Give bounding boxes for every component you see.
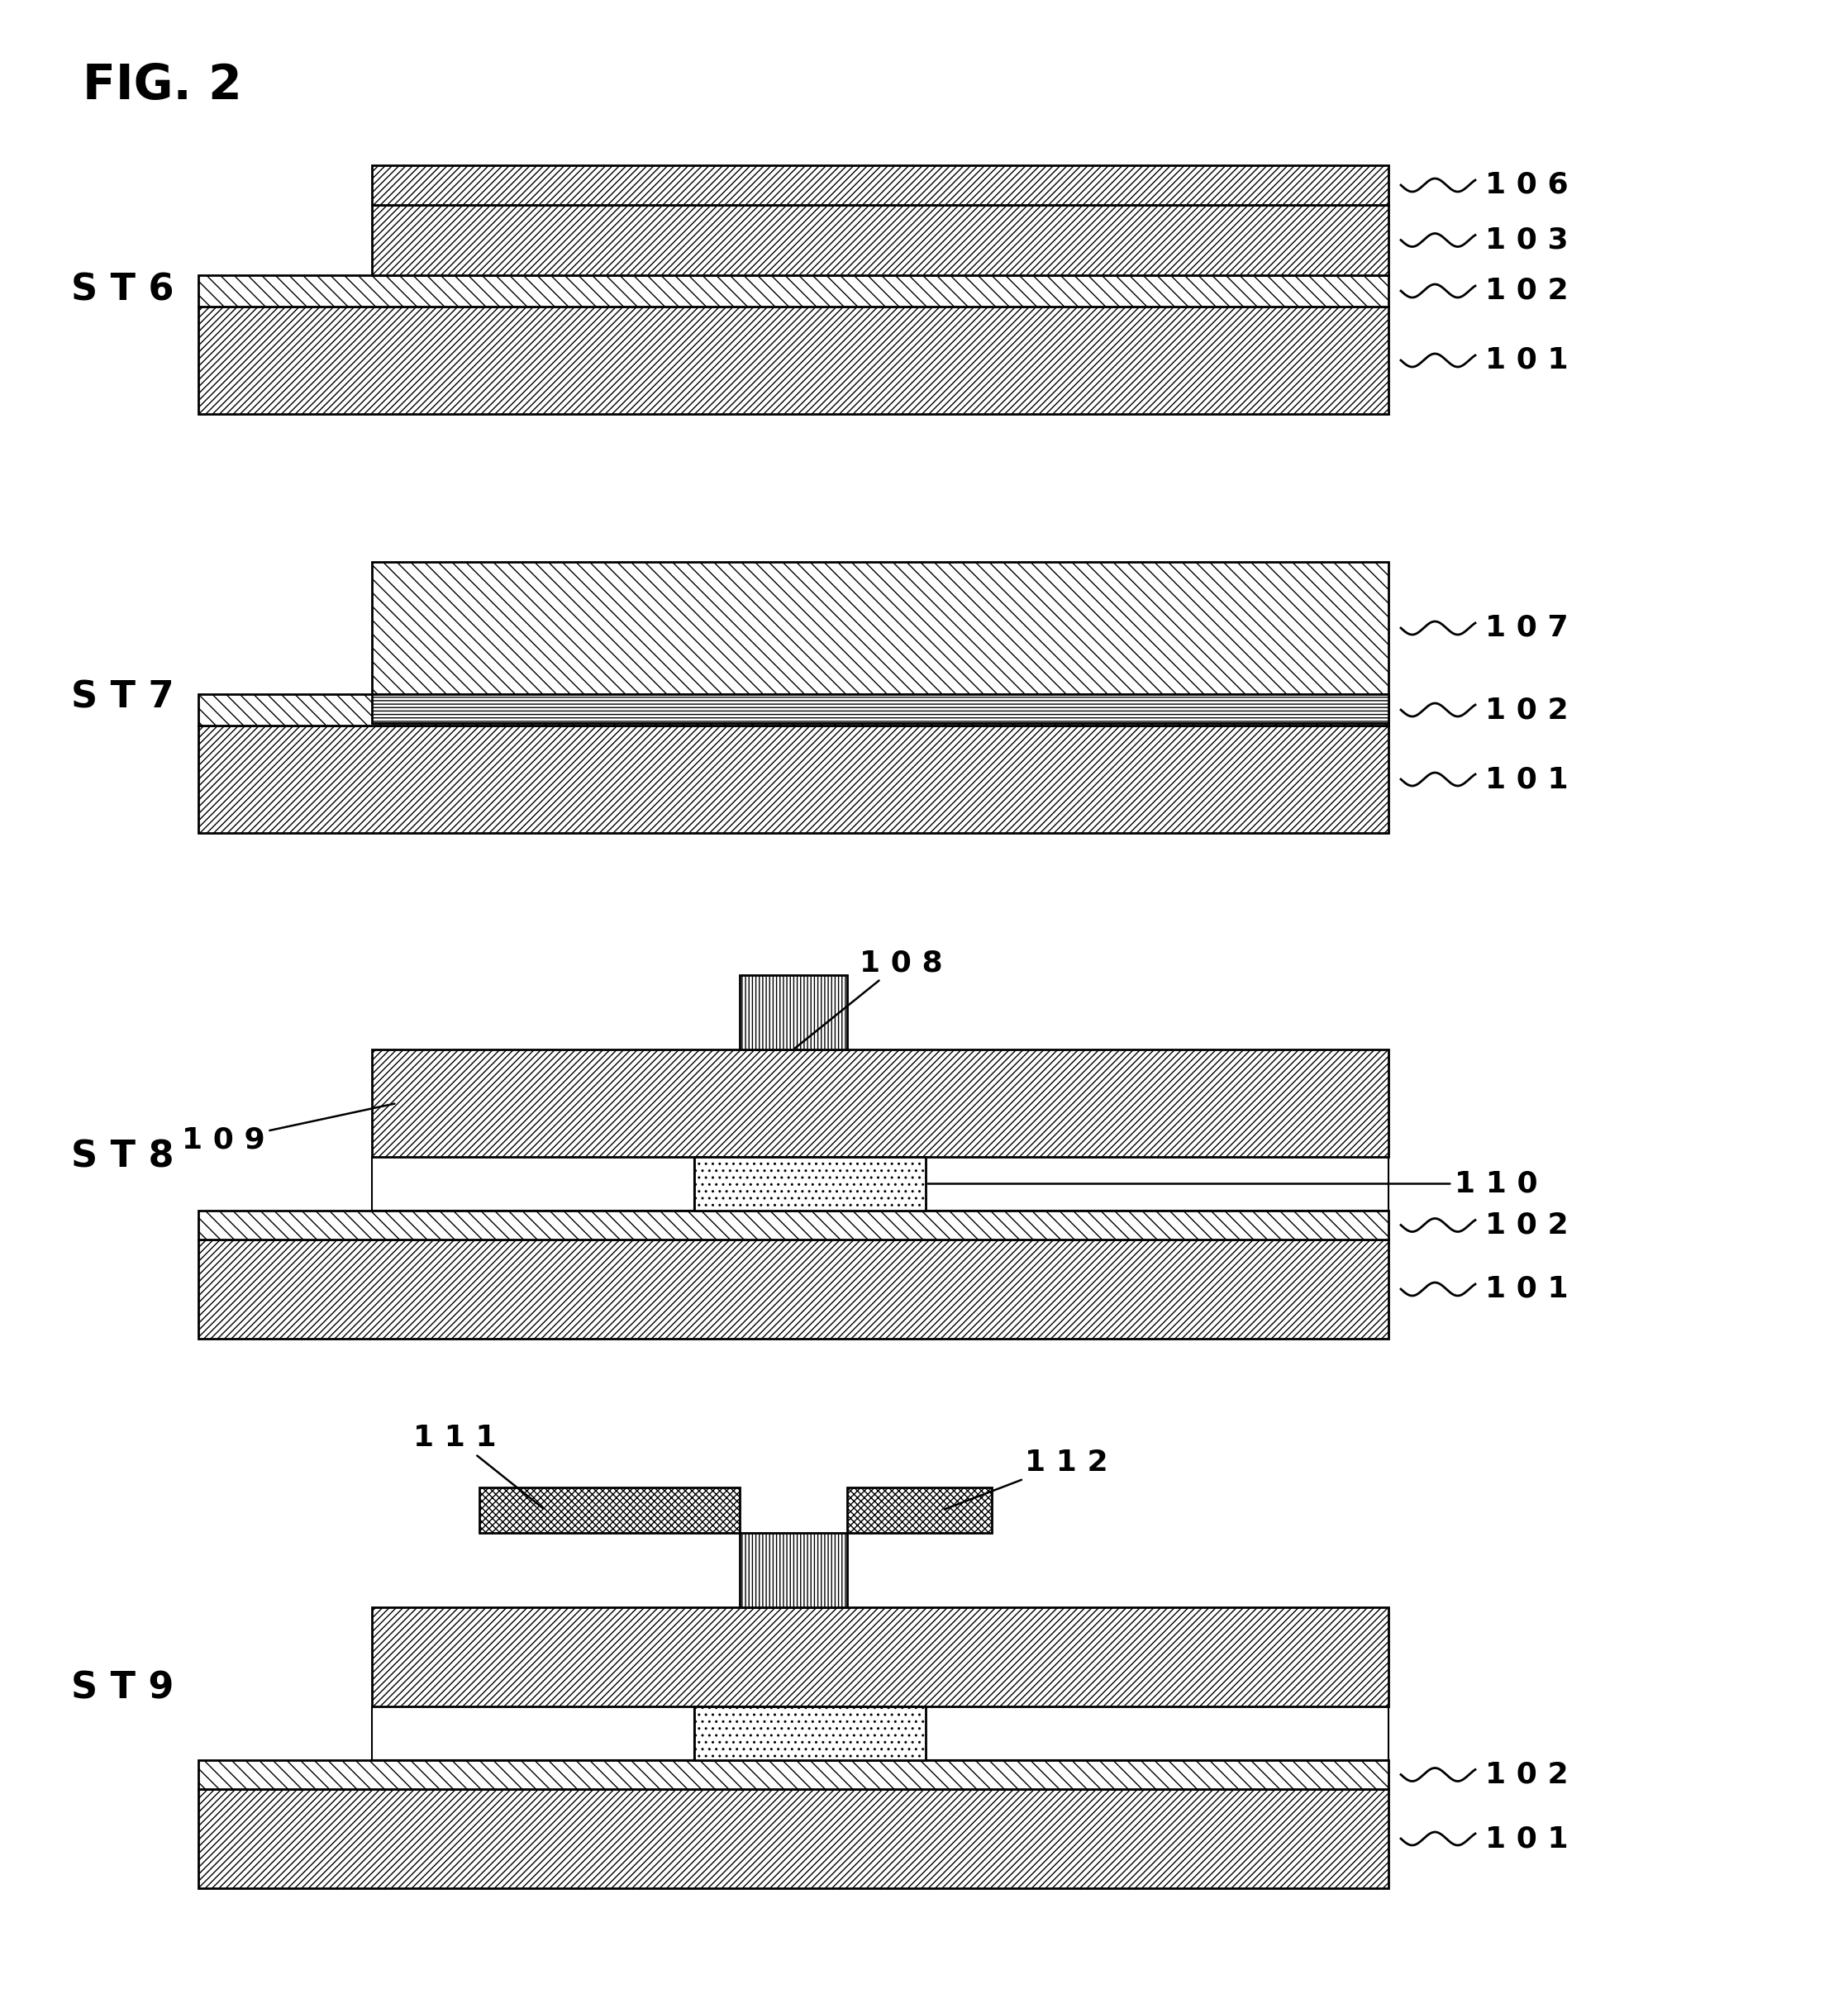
Text: 1 0 2: 1 0 2 <box>1486 696 1569 724</box>
Text: 1 0 1: 1 0 1 <box>1486 347 1569 375</box>
Text: 1 0 9: 1 0 9 <box>181 1103 394 1155</box>
Bar <box>198 307 1388 415</box>
Text: 1 0 8: 1 0 8 <box>795 949 942 1049</box>
Bar <box>926 1157 1388 1210</box>
Bar <box>695 1157 926 1210</box>
Text: S T 8: S T 8 <box>70 1139 174 1174</box>
Bar <box>846 1488 992 1533</box>
Text: 1 1 2: 1 1 2 <box>944 1448 1109 1509</box>
Text: 1 0 7: 1 0 7 <box>1486 614 1569 642</box>
Text: 1 0 2: 1 0 2 <box>1486 1210 1569 1238</box>
Bar <box>371 1049 1388 1157</box>
Text: FIG. 2: FIG. 2 <box>83 62 242 110</box>
Bar <box>739 1533 846 1607</box>
Text: 1 0 2: 1 0 2 <box>1486 277 1569 305</box>
Bar <box>371 1607 1388 1707</box>
Text: 1 0 1: 1 0 1 <box>1486 1825 1569 1852</box>
Text: 1 0 1: 1 0 1 <box>1486 1274 1569 1304</box>
Text: 1 0 2: 1 0 2 <box>1486 1761 1569 1789</box>
Text: 1 1 1: 1 1 1 <box>414 1424 543 1509</box>
Text: S T 6: S T 6 <box>70 271 174 307</box>
Bar <box>371 205 1388 275</box>
Bar <box>198 1210 1388 1240</box>
Bar <box>695 1707 926 1761</box>
Bar <box>926 1707 1388 1761</box>
Text: S T 9: S T 9 <box>70 1671 174 1705</box>
Bar <box>198 1761 1388 1789</box>
Text: S T 7: S T 7 <box>70 680 174 716</box>
Text: 1 0 6: 1 0 6 <box>1486 171 1569 199</box>
Bar <box>371 166 1388 205</box>
Bar <box>198 1240 1388 1338</box>
Bar <box>479 1488 739 1533</box>
Text: 1 0 1: 1 0 1 <box>1486 766 1569 794</box>
Text: 1 1 0: 1 1 0 <box>928 1170 1538 1198</box>
Bar <box>198 275 1388 307</box>
Text: 1 0 3: 1 0 3 <box>1486 225 1569 253</box>
Bar <box>739 975 846 1049</box>
Bar <box>371 1707 695 1761</box>
Bar <box>198 694 1388 726</box>
Bar <box>371 1157 695 1210</box>
Bar <box>198 1789 1388 1888</box>
Bar <box>198 726 1388 833</box>
Bar <box>371 562 1388 694</box>
Bar <box>371 694 1388 724</box>
